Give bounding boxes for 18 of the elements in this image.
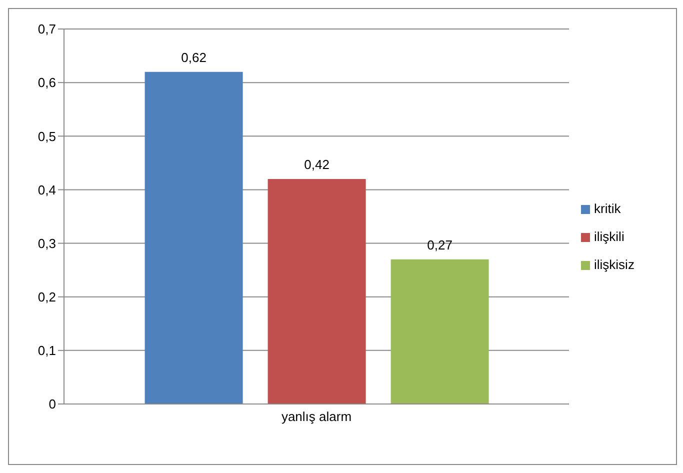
y-tick-label: 0,6 [38, 75, 56, 90]
data-label: 0,42 [304, 157, 330, 172]
bar [144, 72, 243, 404]
legend-label: ilişkili [594, 228, 624, 244]
data-label: 0,27 [427, 237, 452, 252]
data-label: 0,62 [181, 50, 206, 65]
legend-label: ilişkisiz [594, 256, 634, 272]
y-tick-label: 0,1 [38, 343, 56, 358]
x-tick-label: yanlış alarm [281, 409, 352, 424]
y-tick-label: 0,3 [38, 236, 56, 251]
y-tick-label: 0 [48, 396, 56, 412]
legend-label: kritik [594, 200, 621, 216]
y-tick-label: 0,4 [38, 182, 56, 198]
bar [390, 259, 489, 404]
bar [268, 179, 366, 404]
y-tick-label: 0,7 [38, 22, 56, 37]
y-tick-label: 0,2 [38, 289, 56, 304]
y-tick-label: 0,5 [38, 128, 56, 144]
